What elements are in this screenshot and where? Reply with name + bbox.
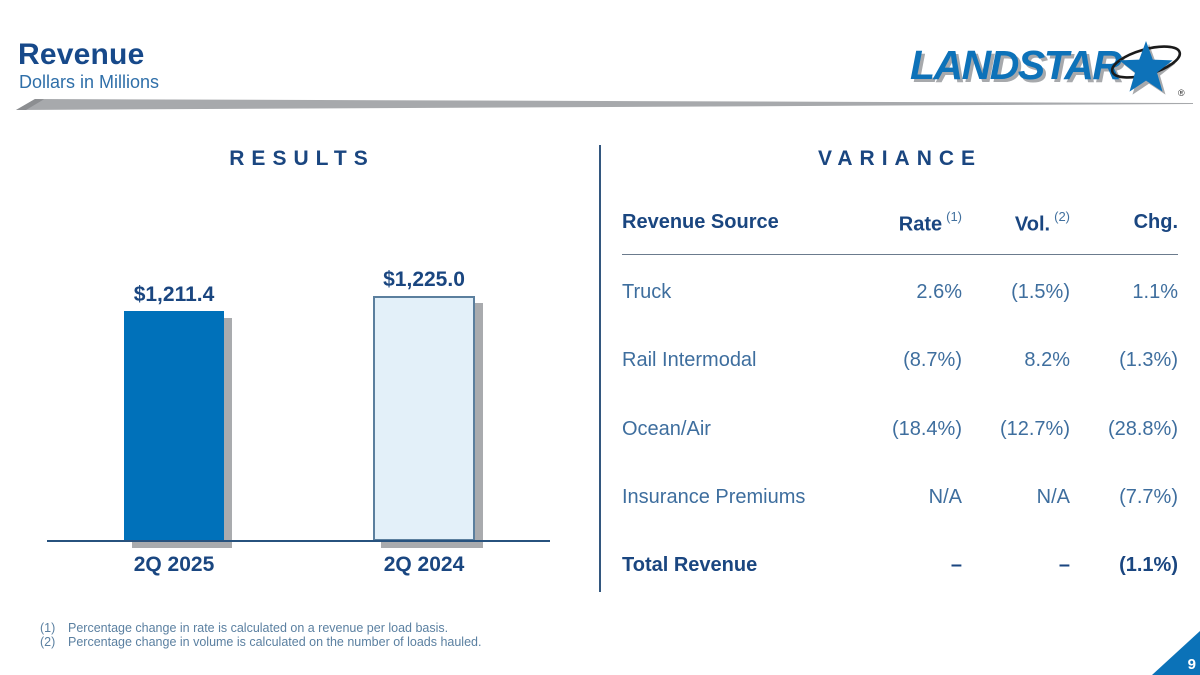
row-rate: (18.4%): [891, 418, 962, 440]
header-swoosh: [16, 99, 1193, 110]
row-vol: N/A: [1036, 486, 1070, 508]
row-source: Insurance Premiums: [622, 486, 806, 508]
column-header-source: Revenue Source: [622, 211, 779, 233]
row-rate: 2.6%: [916, 281, 962, 303]
table-header-rule: [622, 254, 1178, 255]
row-chg: (1.3%): [1119, 349, 1178, 371]
landstar-logo: LANDSTAR ®: [902, 40, 1192, 102]
row-chg: (1.1%): [1119, 554, 1178, 576]
page-subtitle: Dollars in Millions: [19, 72, 160, 92]
chart-baseline: [47, 540, 550, 542]
table-row-truck: Truck 2.6% (1.5%) 1.1%: [622, 281, 1178, 304]
row-chg: 1.1%: [1132, 281, 1178, 303]
variance-heading: VARIANCE: [817, 147, 983, 170]
corner-triangle: [1152, 631, 1200, 675]
table-row-insurance-premiums: Insurance Premiums N/A N/A (7.7%): [622, 486, 1178, 509]
row-source: Truck: [622, 281, 672, 303]
column-header-chg: Chg.: [1133, 211, 1178, 233]
footnote-1: (1) Percentage change in rate is calcula…: [40, 621, 481, 635]
landstar-star-icon: [1110, 41, 1182, 95]
row-source: Rail Intermodal: [622, 349, 757, 371]
footnote-2-marker: (2): [40, 635, 56, 649]
column-header-vol: Vol. (2): [1014, 209, 1070, 236]
row-vol: –: [1058, 554, 1070, 576]
footnote-2-text: Percentage change in volume is calculate…: [68, 635, 482, 649]
footnote-ref-2: (2): [1054, 209, 1070, 224]
category-label-2q2024: 2Q 2024: [383, 553, 465, 576]
row-chg: (28.8%): [1107, 418, 1178, 440]
landstar-wordmark: LANDSTAR: [910, 42, 1122, 88]
row-source: Ocean/Air: [622, 418, 711, 440]
star-shape: [1119, 41, 1173, 92]
page-number: 9: [1187, 656, 1196, 673]
swoosh-bevel: [16, 99, 44, 110]
table-row-ocean-air: Ocean/Air (18.4%) (12.7%) (28.8%): [622, 418, 1178, 441]
category-label-2q2025: 2Q 2025: [133, 553, 215, 576]
row-vol: 8.2%: [1024, 349, 1070, 371]
column-header-rate: Rate (1): [898, 209, 962, 236]
footnote-ref-1: (1): [946, 209, 962, 224]
row-rate: N/A: [928, 486, 962, 508]
row-rate: (8.7%): [903, 349, 962, 371]
bar-value-2q2025: $1,211.4: [133, 283, 215, 306]
row-vol: (12.7%): [999, 418, 1070, 440]
row-chg: (7.7%): [1119, 486, 1178, 508]
row-rate: –: [950, 554, 962, 576]
page-title: Revenue: [18, 38, 145, 71]
footnote-1-text: Percentage change in rate is calculated …: [68, 621, 449, 635]
footnotes: (1) Percentage change in rate is calcula…: [40, 621, 481, 649]
registered-trademark-icon: ®: [1178, 88, 1185, 98]
results-heading: RESULTS: [229, 147, 375, 170]
bar-2q2024: [373, 296, 475, 541]
swoosh-bar: [16, 99, 1193, 110]
bar-2q2025: [124, 311, 224, 541]
row-source: Total Revenue: [622, 554, 758, 576]
table-row-rail-intermodal: Rail Intermodal (8.7%) 8.2% (1.3%): [622, 349, 1178, 372]
row-vol: (1.5%): [1011, 281, 1070, 303]
footnote-1-marker: (1): [40, 621, 56, 635]
section-divider: [599, 145, 601, 592]
footnote-2: (2) Percentage change in volume is calcu…: [40, 635, 481, 649]
bar-value-2q2024: $1,225.0: [383, 268, 465, 291]
table-row-total-revenue: Total Revenue – – (1.1%): [622, 554, 1178, 577]
variance-table-header: Revenue Source Rate (1) Vol. (2) Chg.: [622, 209, 1178, 237]
